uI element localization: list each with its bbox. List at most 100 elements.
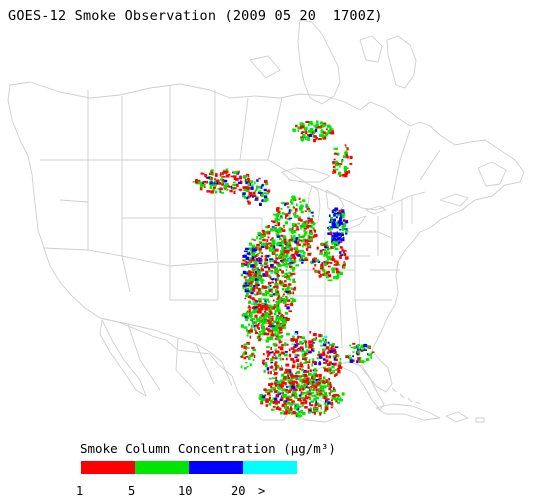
smoke-pixel <box>308 359 311 362</box>
smoke-pixel <box>329 128 332 132</box>
smoke-pixel <box>303 232 307 236</box>
smoke-pixel <box>306 243 310 245</box>
smoke-pixel <box>304 137 307 140</box>
smoke-pixel <box>307 390 311 394</box>
smoke-pixel <box>244 315 248 319</box>
smoke-pixel <box>328 261 333 264</box>
smoke-pixel <box>368 346 371 349</box>
smoke-pixel <box>268 329 273 332</box>
smoke-pixel <box>254 268 256 271</box>
smoke-pixel <box>252 267 254 271</box>
smoke-pixel <box>256 325 259 329</box>
smoke-pixel <box>305 379 309 382</box>
smoke-pixel <box>239 175 242 179</box>
smoke-pixel <box>328 368 332 372</box>
smoke-pixel <box>285 385 289 388</box>
smoke-pixel <box>301 245 304 248</box>
smoke-pixel <box>267 371 270 375</box>
smoke-pixel <box>299 125 304 128</box>
smoke-pixel <box>252 259 256 261</box>
smoke-pixel <box>255 286 258 289</box>
smoke-pixel <box>277 330 281 335</box>
smoke-pixel <box>323 243 326 246</box>
smoke-pixel <box>214 190 218 194</box>
smoke-pixel <box>268 389 271 392</box>
smoke-pixel <box>253 285 256 288</box>
smoke-pixel <box>283 238 287 241</box>
smoke-pixel <box>275 289 279 293</box>
smoke-pixel <box>309 388 313 391</box>
smoke-pixel <box>272 249 277 252</box>
smoke-pixel <box>305 136 309 139</box>
smoke-pixel <box>309 218 313 222</box>
smoke-pixel <box>258 335 261 338</box>
smoke-pixel <box>342 219 345 222</box>
smoke-pixel <box>206 190 211 193</box>
smoke-pixel <box>233 175 237 178</box>
smoke-pixel <box>285 357 288 361</box>
smoke-pixel <box>343 250 347 252</box>
smoke-pixel <box>251 324 253 328</box>
smoke-pixel <box>342 224 346 228</box>
smoke-pixel <box>279 325 282 328</box>
smoke-pixel <box>248 270 251 274</box>
smoke-pixel <box>307 370 310 373</box>
smoke-pixel <box>280 234 284 237</box>
smoke-pixel <box>261 400 263 405</box>
smoke-pixel <box>256 243 260 247</box>
smoke-pixel <box>251 346 255 350</box>
smoke-pixel <box>336 268 339 271</box>
smoke-pixel <box>313 229 317 233</box>
smoke-pixel <box>264 310 267 313</box>
smoke-pixel <box>288 209 291 213</box>
smoke-pixel <box>274 266 276 269</box>
smoke-pixel <box>311 347 314 350</box>
smoke-pixel <box>282 235 287 239</box>
smoke-pixel <box>304 239 309 243</box>
smoke-pixel <box>330 279 333 282</box>
smoke-pixel <box>282 326 287 329</box>
smoke-pixel <box>311 374 315 378</box>
smoke-pixel <box>266 354 269 358</box>
smoke-pixel <box>195 179 199 184</box>
smoke-pixel <box>363 349 367 351</box>
smoke-pixel <box>291 269 295 272</box>
smoke-pixel <box>342 264 346 267</box>
smoke-pixel <box>284 371 287 374</box>
smoke-pixel <box>251 353 254 356</box>
smoke-pixel <box>252 272 255 276</box>
smoke-pixel <box>301 405 304 407</box>
smoke-pixel <box>265 290 270 295</box>
smoke-pixel <box>333 387 335 391</box>
smoke-pixel <box>343 219 346 223</box>
smoke-pixel <box>329 231 332 235</box>
smoke-pixel <box>248 283 252 286</box>
smoke-pixel <box>274 383 278 387</box>
smoke-pixel <box>201 184 205 187</box>
smoke-pixel <box>309 381 313 385</box>
smoke-pixel <box>292 128 296 132</box>
smoke-pixel <box>268 313 271 317</box>
smoke-pixel <box>292 260 297 263</box>
smoke-pixel <box>258 250 262 253</box>
smoke-pixel <box>288 290 291 295</box>
smoke-pixel <box>241 344 244 348</box>
smoke-pixel <box>313 234 318 238</box>
smoke-pixel <box>244 351 248 355</box>
smoke-pixel <box>269 258 273 260</box>
smoke-pixel <box>257 232 261 236</box>
smoke-pixel <box>320 379 322 383</box>
smoke-pixel <box>274 224 278 227</box>
smoke-pixel <box>293 403 296 405</box>
smoke-pixel <box>270 270 273 274</box>
smoke-pixel <box>280 319 283 322</box>
smoke-pixel <box>277 308 281 311</box>
smoke-pixel <box>319 252 324 255</box>
smoke-pixel <box>309 404 314 407</box>
smoke-pixel <box>272 221 276 224</box>
smoke-pixel <box>288 381 293 385</box>
smoke-pixel <box>340 209 345 211</box>
smoke-pixel <box>328 228 333 231</box>
smoke-pixel <box>279 352 283 355</box>
smoke-pixel <box>311 389 316 391</box>
